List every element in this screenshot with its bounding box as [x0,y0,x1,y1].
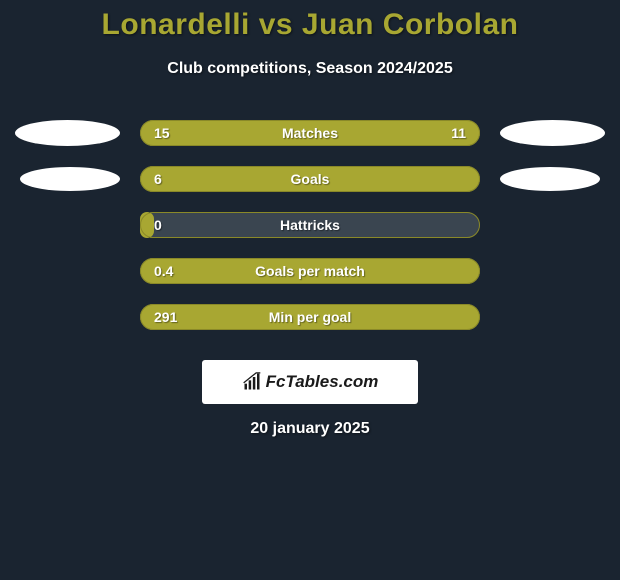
stat-row: 291 Min per goal [0,304,620,330]
left-value: 291 [154,309,177,325]
stat-label: Min per goal [269,309,351,325]
stat-row: 0 Hattricks [0,212,620,238]
left-value: 15 [154,125,170,141]
left-value: 6 [154,171,162,187]
stat-label: Hattricks [280,217,340,233]
comparison-panel: Lonardelli vs Juan Corbolan Club competi… [0,0,620,438]
left-ellipse [20,167,120,191]
stat-bar: 15 Matches 11 [140,120,480,146]
chart-icon [242,372,262,392]
page-title: Lonardelli vs Juan Corbolan [0,8,620,42]
stat-label: Matches [282,125,338,141]
stat-bar: 291 Min per goal [140,304,480,330]
left-value: 0.4 [154,263,173,279]
stat-label: Goals [291,171,330,187]
logo: FcTables.com [202,360,418,404]
stat-label: Goals per match [255,263,365,279]
stat-bar: 0 Hattricks [140,212,480,238]
right-value: 11 [451,125,466,141]
stat-row: 6 Goals [0,166,620,192]
bar-fill [140,212,154,238]
stat-bar: 0.4 Goals per match [140,258,480,284]
stat-bar: 6 Goals [140,166,480,192]
stat-row: 15 Matches 11 [0,120,620,146]
left-ellipse [15,120,120,146]
left-value: 0 [154,217,162,233]
right-ellipse [500,167,600,191]
logo-text: FcTables.com [266,372,379,392]
subtitle: Club competitions, Season 2024/2025 [0,60,620,78]
stat-row: 0.4 Goals per match [0,258,620,284]
right-ellipse [500,120,605,146]
date: 20 january 2025 [0,420,620,438]
